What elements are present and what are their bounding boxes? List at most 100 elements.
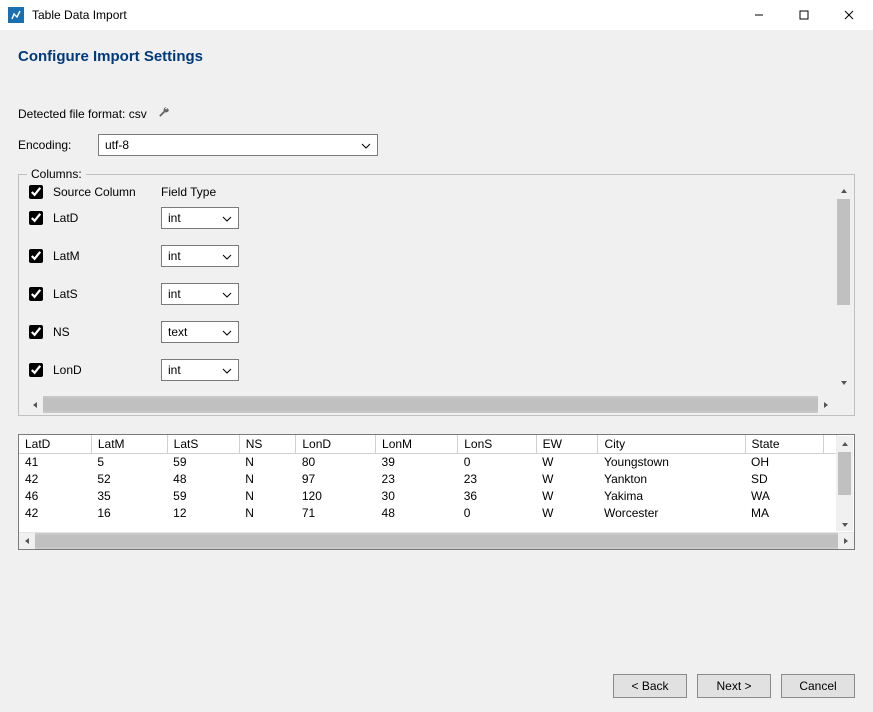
preview-column-header[interactable]: City bbox=[598, 435, 745, 453]
table-cell: 39 bbox=[376, 453, 458, 470]
preview-column-header[interactable]: LonM bbox=[376, 435, 458, 453]
field-type-value: text bbox=[168, 325, 187, 339]
field-type-select[interactable]: text bbox=[161, 321, 239, 343]
scroll-track[interactable] bbox=[43, 396, 818, 413]
table-cell: 52 bbox=[91, 470, 167, 487]
scroll-thumb[interactable] bbox=[838, 452, 851, 495]
column-row: NS text bbox=[19, 317, 854, 347]
chevron-down-icon bbox=[222, 363, 232, 377]
table-cell: 16 bbox=[91, 504, 167, 521]
table-cell: 42 bbox=[19, 470, 91, 487]
scroll-up-icon[interactable] bbox=[835, 183, 852, 199]
table-cell: 71 bbox=[296, 504, 376, 521]
chevron-down-icon bbox=[222, 287, 232, 301]
columns-body: LatD int LatM int LatS int NS bbox=[19, 203, 854, 396]
column-name: LatS bbox=[53, 287, 161, 301]
preview-body: 41559N80390WYoungstownOH425248N972323WYa… bbox=[19, 453, 837, 521]
next-button[interactable]: Next > bbox=[697, 674, 771, 698]
column-row: LatS int bbox=[19, 279, 854, 309]
preview-column-header[interactable]: LatD bbox=[19, 435, 91, 453]
select-all-checkbox[interactable] bbox=[29, 185, 43, 199]
scroll-down-icon[interactable] bbox=[841, 517, 849, 531]
preview-column-header[interactable]: LatS bbox=[167, 435, 239, 453]
table-cell: 42 bbox=[19, 504, 91, 521]
table-row[interactable]: 41559N80390WYoungstownOH bbox=[19, 453, 837, 470]
scroll-thumb[interactable] bbox=[837, 199, 850, 305]
chevron-down-icon bbox=[361, 138, 371, 152]
table-cell: 59 bbox=[167, 453, 239, 470]
preview-column-header[interactable]: LonS bbox=[458, 435, 536, 453]
table-row[interactable]: 421612N71480WWorcesterMA bbox=[19, 504, 837, 521]
close-button[interactable] bbox=[826, 1, 871, 29]
preview-table: LatDLatMLatSNSLonDLonMLonSEWCityState 41… bbox=[19, 435, 837, 521]
page-title: Configure Import Settings bbox=[18, 48, 855, 65]
scroll-left-icon[interactable] bbox=[19, 537, 35, 545]
field-type-select[interactable]: int bbox=[161, 245, 239, 267]
column-checkbox[interactable] bbox=[29, 363, 43, 377]
app-icon bbox=[8, 7, 24, 23]
preview-column-header[interactable]: EW bbox=[536, 435, 598, 453]
field-type-select[interactable]: int bbox=[161, 207, 239, 229]
table-cell: 0 bbox=[458, 504, 536, 521]
columns-scrollbar-vertical[interactable] bbox=[835, 183, 852, 391]
scroll-track[interactable] bbox=[35, 533, 838, 549]
encoding-label: Encoding: bbox=[18, 138, 98, 152]
preview-scrollbar-horizontal[interactable] bbox=[19, 532, 854, 549]
column-checkbox[interactable] bbox=[29, 211, 43, 225]
preview-scrollbar-vertical[interactable] bbox=[836, 436, 853, 531]
table-row[interactable]: 463559N1203036WYakimaWA bbox=[19, 487, 837, 504]
detected-format-label: Detected file format: csv bbox=[18, 107, 147, 121]
table-cell: Yakima bbox=[598, 487, 745, 504]
source-column-header: Source Column bbox=[53, 185, 161, 199]
table-cell: 0 bbox=[458, 453, 536, 470]
field-type-value: int bbox=[168, 287, 181, 301]
encoding-select[interactable]: utf-8 bbox=[98, 134, 378, 156]
preview-column-header[interactable]: LonD bbox=[296, 435, 376, 453]
encoding-value: utf-8 bbox=[105, 138, 129, 152]
field-type-select[interactable]: int bbox=[161, 359, 239, 381]
columns-scrollbar-horizontal[interactable] bbox=[27, 396, 834, 413]
wrench-icon[interactable] bbox=[157, 105, 171, 122]
preview-panel: LatDLatMLatSNSLonDLonMLonSEWCityState 41… bbox=[18, 434, 855, 550]
field-type-header: Field Type bbox=[161, 185, 281, 199]
table-row[interactable]: 425248N972323WYanktonSD bbox=[19, 470, 837, 487]
preview-column-header[interactable]: NS bbox=[239, 435, 296, 453]
scroll-down-icon[interactable] bbox=[835, 375, 852, 391]
scroll-up-icon[interactable] bbox=[841, 436, 849, 450]
table-cell: 120 bbox=[296, 487, 376, 504]
table-cell: 46 bbox=[19, 487, 91, 504]
column-name: LatM bbox=[53, 249, 161, 263]
scroll-track[interactable] bbox=[835, 199, 852, 375]
table-cell: Yankton bbox=[598, 470, 745, 487]
scroll-right-icon[interactable] bbox=[838, 537, 854, 545]
table-cell: 36 bbox=[458, 487, 536, 504]
table-cell: 30 bbox=[376, 487, 458, 504]
minimize-button[interactable] bbox=[736, 1, 781, 29]
column-row: LatD int bbox=[19, 203, 854, 233]
scroll-right-icon[interactable] bbox=[818, 401, 834, 409]
chevron-down-icon bbox=[222, 325, 232, 339]
column-checkbox[interactable] bbox=[29, 325, 43, 339]
table-cell: Youngstown bbox=[598, 453, 745, 470]
encoding-row: Encoding: utf-8 bbox=[18, 134, 855, 156]
table-cell: N bbox=[239, 487, 296, 504]
table-cell: MA bbox=[745, 504, 824, 521]
scroll-thumb[interactable] bbox=[43, 398, 818, 411]
scroll-left-icon[interactable] bbox=[27, 401, 43, 409]
columns-legend: Columns: bbox=[27, 167, 86, 181]
maximize-button[interactable] bbox=[781, 1, 826, 29]
preview-column-header[interactable]: LatM bbox=[91, 435, 167, 453]
column-checkbox[interactable] bbox=[29, 287, 43, 301]
scroll-thumb[interactable] bbox=[35, 535, 838, 547]
column-checkbox[interactable] bbox=[29, 249, 43, 263]
cancel-button[interactable]: Cancel bbox=[781, 674, 855, 698]
column-name: NS bbox=[53, 325, 161, 339]
chevron-down-icon bbox=[222, 249, 232, 263]
field-type-select[interactable]: int bbox=[161, 283, 239, 305]
field-type-value: int bbox=[168, 363, 181, 377]
back-button[interactable]: < Back bbox=[613, 674, 687, 698]
table-cell: OH bbox=[745, 453, 824, 470]
table-cell: N bbox=[239, 453, 296, 470]
footer-buttons: < Back Next > Cancel bbox=[18, 656, 855, 698]
preview-column-header[interactable]: State bbox=[745, 435, 824, 453]
